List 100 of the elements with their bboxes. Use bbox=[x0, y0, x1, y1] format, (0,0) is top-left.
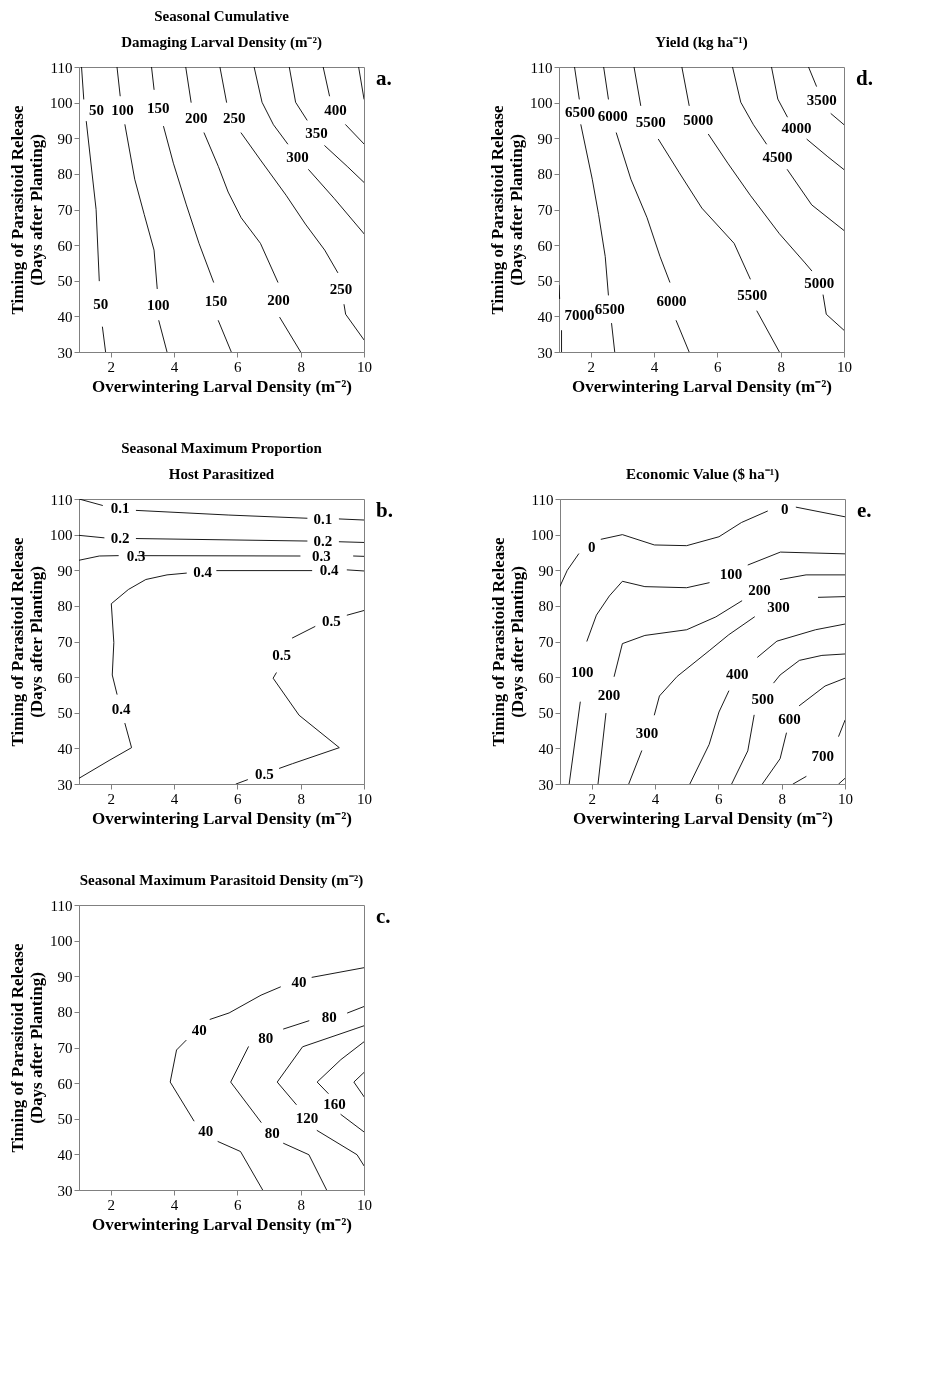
x-tick-label: 6 bbox=[715, 790, 724, 807]
series-label: 0.3 bbox=[126, 547, 146, 564]
y-tick-label: 50 bbox=[538, 705, 554, 722]
x-axis-title: Overwintering Larval Density (m⁻²) bbox=[572, 376, 832, 396]
x-tick-label: 4 bbox=[170, 790, 179, 807]
text: 40 bbox=[198, 1123, 214, 1140]
y-tick-label: 50 bbox=[57, 273, 73, 290]
series-label: 5500 bbox=[635, 114, 666, 131]
series-label: 300 bbox=[286, 148, 309, 165]
y-tick-label: 50 bbox=[57, 1111, 73, 1128]
y-tick-label: 100 bbox=[531, 527, 554, 544]
series-label: 6500 bbox=[564, 103, 595, 120]
series-label: 150 bbox=[146, 99, 170, 116]
y-tick-label: 30 bbox=[57, 344, 73, 361]
y-tick-label: 40 bbox=[538, 740, 554, 757]
series-label: 120 bbox=[295, 1109, 319, 1126]
series-label: 350 bbox=[305, 124, 328, 141]
x-tick-label: 10 bbox=[357, 1196, 372, 1213]
y-tick-label: 80 bbox=[57, 166, 73, 183]
series-label: 300 bbox=[635, 724, 659, 741]
text: 0 bbox=[781, 501, 789, 518]
y-tick-label: 100 bbox=[50, 527, 73, 544]
y-tick-label: 80 bbox=[57, 1004, 73, 1021]
y-tick-label: 90 bbox=[538, 562, 554, 579]
text: 200 bbox=[597, 686, 621, 703]
y-tick-label: 60 bbox=[538, 669, 554, 686]
y-tick-label: 100 bbox=[50, 95, 73, 112]
chart-title: Seasonal Maximum Parasitoid Density (m⁻²) bbox=[79, 872, 364, 889]
chart-title: Seasonal Maximum Proportion Host Parasitized bbox=[121, 440, 323, 482]
series-label: 700 bbox=[811, 748, 835, 765]
y-tick-label: 40 bbox=[537, 308, 553, 325]
text: 150 bbox=[204, 293, 228, 310]
x-tick-label: 8 bbox=[778, 790, 786, 807]
text: 6500 bbox=[594, 301, 625, 318]
text: 0.5 bbox=[322, 612, 341, 629]
x-tick-label: 2 bbox=[588, 790, 596, 807]
x-tick-label: 10 bbox=[357, 790, 372, 807]
series-label: 0.5 bbox=[254, 766, 274, 783]
text: 0.4 bbox=[319, 562, 339, 579]
series-label: 80 bbox=[264, 1124, 280, 1141]
x-tick-label: 10 bbox=[357, 358, 372, 375]
y-axis-title: Timing of Parasitoid Release (Days after Planting) bbox=[8, 105, 46, 315]
series-label: 200 bbox=[748, 582, 771, 599]
series-label: 7000 bbox=[564, 306, 595, 323]
x-tick-label: 6 bbox=[234, 1196, 243, 1213]
chart-title: Economic Value ($ ha⁻¹) bbox=[625, 466, 780, 483]
series-label: 6000 bbox=[597, 107, 628, 124]
y-tick-label: 80 bbox=[538, 598, 554, 615]
y-axis-title: Timing of Parasitoid Release (Days after Planting) bbox=[488, 105, 526, 315]
text: 80 bbox=[258, 1029, 274, 1046]
y-tick-label: 70 bbox=[538, 634, 554, 650]
y-tick-label: 80 bbox=[57, 598, 73, 615]
y-tick-label: 40 bbox=[57, 308, 73, 325]
y-tick-label: 30 bbox=[537, 344, 553, 361]
y-tick-label: 50 bbox=[57, 705, 73, 722]
x-tick-label: 4 bbox=[650, 358, 659, 375]
y-tick-label: 70 bbox=[57, 202, 73, 218]
y-tick-label: 110 bbox=[50, 897, 73, 914]
x-tick-label: 6 bbox=[714, 358, 723, 375]
series-label: 100 bbox=[719, 565, 743, 582]
series-label: 0.1 bbox=[313, 510, 333, 527]
x-tick-label: 8 bbox=[777, 358, 785, 375]
series-label: 200 bbox=[184, 109, 208, 126]
text: 0.4 bbox=[111, 700, 131, 717]
x-tick-label: 2 bbox=[107, 790, 115, 807]
y-tick-label: 30 bbox=[57, 1182, 73, 1199]
series-label: 5000 bbox=[683, 111, 714, 128]
text: d. bbox=[856, 66, 873, 90]
y-tick-label: 40 bbox=[57, 740, 73, 757]
text: 200 bbox=[267, 291, 290, 308]
y-axis-title: Timing of Parasitoid Release (Days after Planting) bbox=[8, 537, 46, 747]
text: 80 bbox=[321, 1008, 337, 1025]
text: c. bbox=[376, 904, 391, 928]
series-label: 100 bbox=[111, 102, 134, 119]
x-tick-label: 2 bbox=[107, 1196, 115, 1213]
y-tick-label: 60 bbox=[57, 669, 73, 686]
x-tick-label: 8 bbox=[297, 790, 305, 807]
text: 300 bbox=[767, 599, 790, 616]
y-tick-label: 110 bbox=[530, 59, 553, 76]
x-tick-label: 10 bbox=[838, 790, 853, 807]
series-label: 400 bbox=[324, 102, 347, 119]
y-tick-label: 90 bbox=[57, 130, 73, 147]
text: 0.3 bbox=[311, 548, 331, 564]
text: 6000 bbox=[656, 293, 687, 310]
y-tick-label: 110 bbox=[50, 491, 73, 508]
text: 0.1 bbox=[110, 499, 130, 516]
x-axis-title: Overwintering Larval Density (m⁻²) bbox=[92, 808, 352, 828]
series-label: 500 bbox=[751, 691, 774, 708]
y-tick-label: 110 bbox=[50, 59, 73, 76]
y-tick-label: 100 bbox=[50, 933, 73, 950]
text: 50 bbox=[93, 295, 109, 312]
series-label: 160 bbox=[323, 1095, 346, 1112]
text: e. bbox=[857, 498, 872, 522]
y-tick-label: 110 bbox=[531, 491, 554, 508]
x-tick-label: 6 bbox=[234, 790, 243, 807]
x-tick-label: 6 bbox=[234, 358, 243, 375]
x-axis-title: Overwintering Larval Density (m⁻²) bbox=[92, 376, 352, 396]
text: 5000 bbox=[804, 274, 835, 291]
series-label: 4500 bbox=[762, 148, 793, 165]
series-label: 250 bbox=[222, 109, 246, 126]
